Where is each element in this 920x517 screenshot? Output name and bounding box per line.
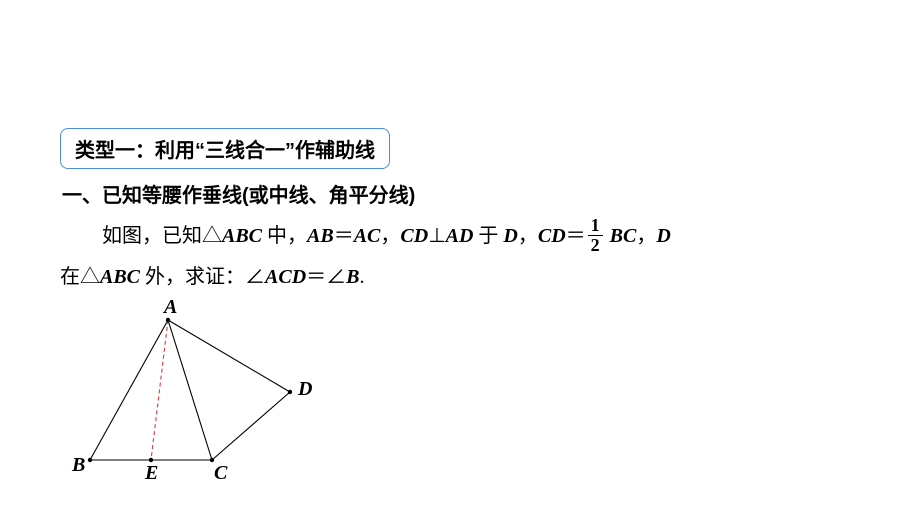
point-label-a: A <box>164 296 177 319</box>
type-title: 类型一：利用“三线合一”作辅助线 <box>75 140 375 162</box>
point-label-c: C <box>214 462 227 485</box>
type-header: 类型一：利用“三线合一”作辅助线 <box>60 128 390 169</box>
triangle-diagram <box>80 310 320 490</box>
problem-text: 如图，已知△ABC 中，AB＝AC，CD⊥AD 于 D，CD＝12 BC，D 在… <box>60 216 860 297</box>
point-label-e: E <box>145 462 158 485</box>
geometry-figure: A B C D E <box>80 310 320 500</box>
point-label-d: D <box>298 378 312 401</box>
section-title: 一、已知等腰作垂线(或中线、角平分线) <box>60 179 860 208</box>
fraction-half: 12 <box>588 216 603 255</box>
point-label-b: B <box>72 454 85 477</box>
